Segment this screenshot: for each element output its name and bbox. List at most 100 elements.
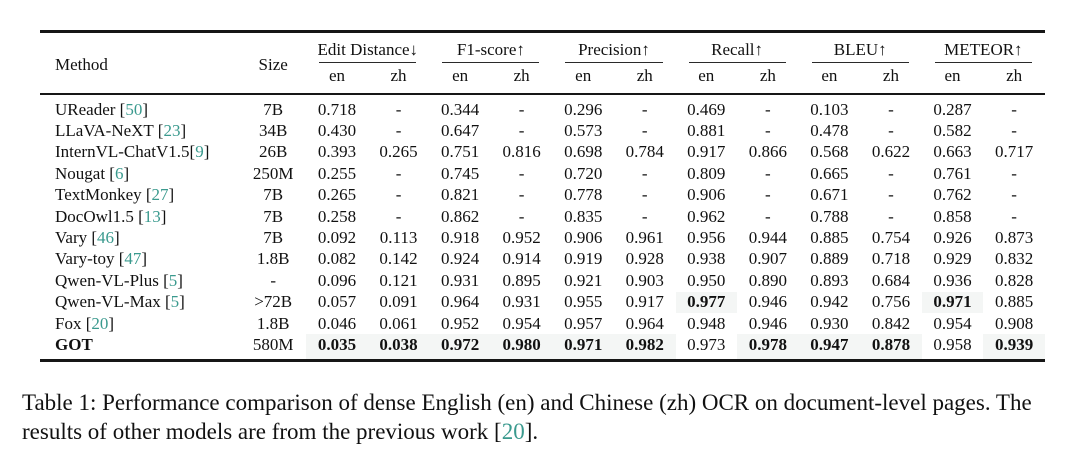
method-cell: Vary [46] [40, 227, 240, 248]
metric-cell: - [518, 185, 525, 205]
table-row: LLaVA-NeXT [23] 34B 0.430 - 0.647 - 0.573 - 0.88… [40, 120, 1045, 141]
metric-cell: 0.091 [379, 292, 418, 312]
metric-cell: 0.921 [564, 270, 603, 290]
metric-cell: 0.663 [933, 142, 972, 162]
col-group-meteor: METEOR↑ [922, 32, 1045, 64]
citation-bracket: ] [180, 121, 187, 141]
metric-cell: - [395, 206, 402, 226]
metric-cell: 0.046 [317, 313, 357, 333]
citation-bracket: ] [142, 99, 148, 119]
metric-cell-best: 0.035 [306, 334, 368, 361]
metric-cell: 0.296 [564, 99, 603, 119]
metric-cell: 0.889 [810, 249, 849, 269]
metric-cell: - [641, 185, 648, 205]
metric-cell: 0.287 [933, 99, 972, 119]
method-cell: UReader [50] [40, 94, 240, 120]
citation-13: 13 [143, 206, 161, 226]
method-cell: Qwen-VL-Plus [5] [40, 270, 240, 291]
size-cell: 7B [263, 99, 284, 119]
metric-cell: 0.906 [687, 185, 726, 205]
metric-cell: 0.832 [995, 249, 1034, 269]
metric-cell: 0.809 [687, 163, 726, 183]
metric-cell: 0.057 [317, 292, 357, 312]
metric-cell: - [518, 163, 525, 183]
size-cell: 7B [263, 228, 284, 248]
table-row: Qwen-VL-Plus [5] - 0.096 0.121 0.931 0.895 0.9… [40, 270, 1045, 291]
metric-cell: 0.962 [687, 206, 726, 226]
metric-cell: 0.778 [564, 185, 603, 205]
citation-bracket: ] [108, 313, 115, 333]
metric-cell: - [765, 121, 771, 141]
method-cell: Vary-toy [47] [40, 249, 240, 270]
citation-50: 50 [125, 99, 143, 119]
citation-27: 27 [151, 185, 169, 205]
metric-cell: - [1011, 163, 1017, 183]
method-name: UReader [ [55, 99, 126, 119]
metric-cell: 0.906 [564, 228, 603, 248]
method-name: Fox [ [55, 313, 92, 333]
table-header: Method Size Edit Distance↓ F1-score↑ Pre… [40, 31, 1045, 95]
metric-cell-best: 0.972 [429, 334, 491, 361]
metric-cell: 0.265 [379, 142, 418, 162]
metric-cell: 0.890 [748, 270, 787, 290]
metric-cell: 0.858 [933, 206, 972, 226]
citation-46: 46 [97, 228, 115, 248]
col-group-f1-score: F1-score↑ [429, 32, 552, 64]
metric-cell: 0.745 [440, 163, 480, 183]
method-name: TextMonkey [ [55, 185, 152, 205]
metric-cell: 0.954 [933, 313, 972, 333]
method-cell: InternVL-ChatV1.5[9] [40, 142, 240, 163]
metric-cell: 0.393 [317, 142, 357, 162]
metric-cell: 0.751 [440, 142, 480, 162]
citation-bracket: ] [177, 270, 183, 290]
metric-cell: 0.929 [933, 249, 972, 269]
metric-cell: - [641, 206, 648, 226]
size-cell: 1.8B [256, 313, 290, 333]
table-row: UReader [50] 7B 0.718 - 0.344 - 0.296 - 0.469 - 0.… [40, 94, 1045, 120]
size-cell: 7B [263, 206, 284, 226]
table-caption: Table 1: Performance comparison of dense… [22, 388, 1064, 447]
metric-cell: 0.873 [995, 228, 1034, 248]
metric-cell: 0.964 [440, 292, 480, 312]
metric-cell: - [641, 99, 648, 119]
metric-cell: 0.265 [317, 185, 357, 205]
metric-cell: 0.862 [440, 206, 480, 226]
metric-cell: 0.957 [564, 313, 603, 333]
metric-cell: 0.961 [625, 228, 664, 248]
table-row: Vary [46] 7B 0.092 0.113 0.918 0.952 0.906 0.96… [40, 227, 1045, 248]
citation-20: 20 [91, 313, 109, 333]
metric-cell: 0.931 [502, 292, 541, 312]
subcol-f1-score-zh: zh [490, 63, 553, 95]
metric-cell: - [765, 163, 771, 183]
metric-cell: 0.718 [317, 99, 357, 119]
metric-cell: 0.942 [810, 292, 849, 312]
metric-cell-best: 0.947 [798, 334, 861, 361]
subcol-recall-zh: zh [737, 63, 799, 95]
metric-cell: 0.866 [748, 142, 787, 162]
citation-23: 23 [163, 121, 181, 141]
table-row: Vary-toy [47] 1.8B 0.082 0.142 0.924 0.914 0.9… [40, 249, 1045, 270]
citation-bracket: ] [203, 142, 210, 162]
metric-cell: 0.258 [317, 206, 357, 226]
metric-cell: 0.622 [871, 142, 911, 162]
method-cell: Fox [20] [40, 313, 240, 334]
method-cell: Nougat [6] [40, 163, 240, 184]
metric-cell: 0.930 [810, 313, 849, 333]
col-header-method: Method [40, 31, 241, 95]
metric-cell-best: 0.971 [921, 291, 984, 313]
method-cell: Qwen-VL-Max [5] [40, 292, 240, 313]
method-name: Qwen-VL-Max [ [55, 292, 171, 312]
metric-cell: - [395, 185, 402, 205]
metric-cell: 0.469 [687, 99, 726, 119]
method-name: LLaVA-NeXT [ [55, 121, 164, 141]
size-cell: >72B [254, 292, 293, 312]
col-group-edit-distance: Edit Distance↓ [306, 32, 429, 64]
method-name: DocOwl1.5 [ [55, 206, 144, 226]
citation-bracket: ] [114, 228, 120, 248]
method-cell: DocOwl1.5 [13] [40, 206, 240, 227]
metric-cell: - [641, 163, 648, 183]
metric-cell-best: 0.982 [613, 334, 676, 361]
metric-cell: 0.924 [440, 249, 480, 269]
col-group-precision: Precision↑ [552, 32, 675, 64]
caption-text: Table 1: Performance comparison of dense… [22, 389, 1032, 445]
